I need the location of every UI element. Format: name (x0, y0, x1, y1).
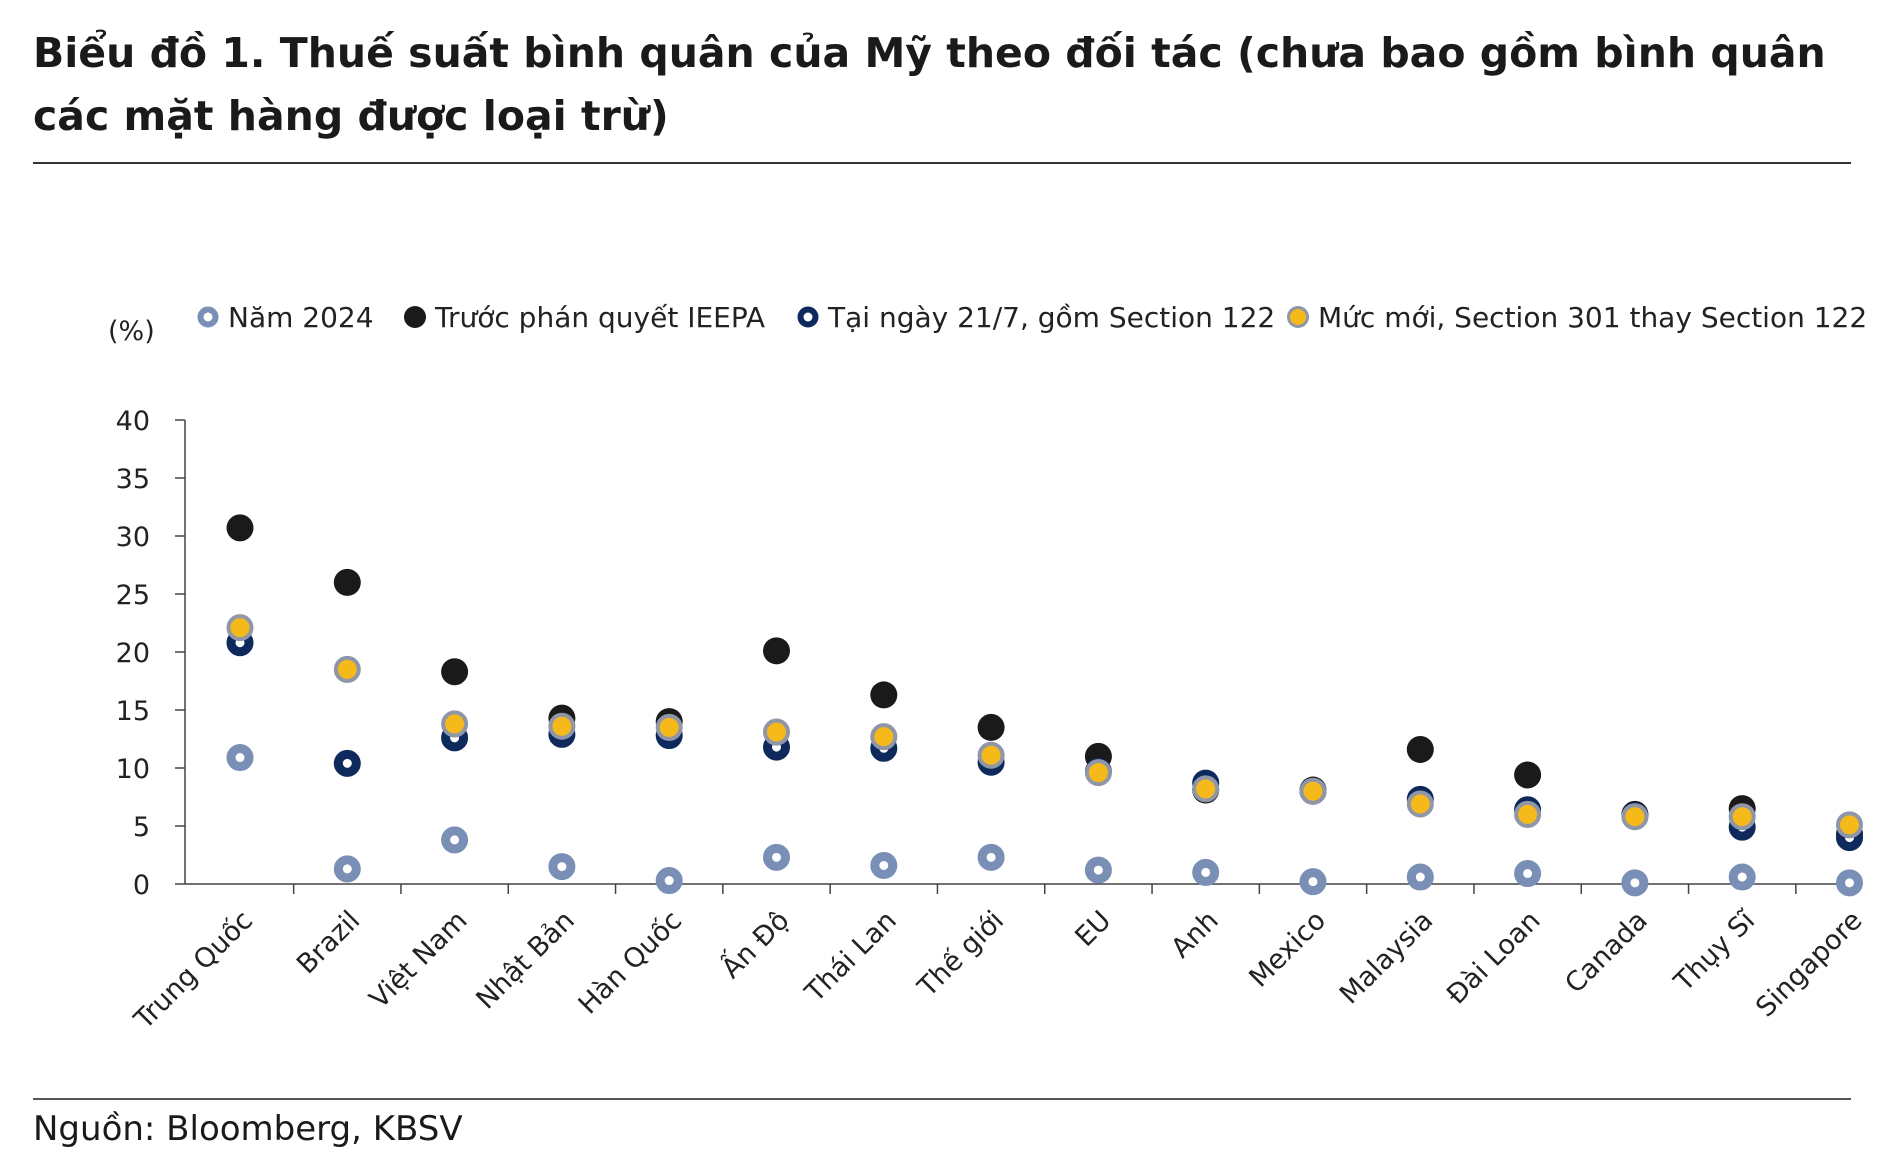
legend-marker (197, 306, 219, 328)
data-point (763, 718, 790, 746)
title-divider (33, 162, 1851, 164)
x-category-label: Canada (1559, 905, 1654, 1000)
data-point (1084, 856, 1112, 884)
data-point (655, 713, 683, 741)
data-point (441, 710, 469, 738)
data-point (333, 855, 361, 883)
data-point (655, 867, 683, 895)
data-point (1299, 777, 1327, 805)
legend-label: Năm 2024 (228, 301, 374, 334)
data-point (441, 658, 469, 686)
x-category-label: Brazil (291, 905, 366, 980)
series-2-points (226, 514, 1863, 848)
chart-title: Biểu đồ 1. Thuế suất bình quân của Mỹ th… (33, 29, 1826, 140)
data-point (1621, 869, 1649, 897)
legend-item: Trước phán quyết IEEPA (404, 301, 765, 334)
data-point (1299, 868, 1327, 896)
data-point (226, 744, 254, 772)
data-point (1514, 761, 1542, 789)
data-point (1406, 790, 1434, 818)
data-point (1084, 759, 1112, 787)
legend-item: Tại ngày 21/7, gồm Section 122 (797, 301, 1275, 334)
y-tick-label: 5 (133, 812, 150, 843)
x-category-label: Singapore (1750, 905, 1868, 1023)
x-category-label: Ấn Độ (713, 902, 795, 984)
data-point (1836, 869, 1863, 897)
data-point (870, 851, 898, 879)
legend-item: Mức mới, Section 301 thay Section 122 (1287, 301, 1867, 334)
x-category-label: Mexico (1243, 905, 1332, 994)
data-point (1192, 858, 1220, 886)
series-4-points (226, 614, 1863, 839)
y-axis-unit-label: (%) (108, 316, 155, 347)
y-tick-label: 20 (116, 638, 150, 669)
y-tick-label: 10 (116, 754, 150, 785)
legend-marker (404, 306, 426, 328)
legend-item: Năm 2024 (197, 301, 374, 334)
data-point (1514, 860, 1542, 888)
y-tick-label: 15 (116, 696, 150, 727)
data-point (1728, 803, 1756, 831)
series-3-points (226, 629, 1863, 852)
data-point (548, 853, 576, 881)
data-point (977, 713, 1005, 741)
scatter-chart: Năm 2024 Trước phán quyết IEEPA Tại ngày 2… (108, 301, 1868, 1036)
chart-legend: Năm 2024 Trước phán quyết IEEPA Tại ngày 2… (197, 301, 1867, 334)
x-category-label: Malaysia (1334, 905, 1439, 1010)
data-point (333, 655, 361, 683)
y-tick-label: 30 (116, 522, 150, 553)
y-tick-label: 0 (133, 870, 150, 901)
x-category-label: Nhật Bản (470, 905, 580, 1015)
data-point (333, 749, 361, 777)
legend-marker (797, 306, 819, 328)
source-divider (33, 1098, 1851, 1100)
data-point (441, 826, 469, 854)
x-category-label: Hàn Quốc (573, 905, 688, 1020)
legend-label: Tại ngày 21/7, gồm Section 122 (827, 301, 1275, 334)
x-category-label: Trung Quốc (128, 905, 259, 1036)
data-point (763, 637, 790, 665)
data-point (870, 681, 898, 709)
source-note: Nguồn: Bloomberg, KBSV (33, 1109, 463, 1149)
chart-points (226, 514, 1863, 897)
data-point (1514, 800, 1542, 828)
series-1-points (226, 744, 1863, 897)
data-point (977, 843, 1005, 871)
data-point (1406, 863, 1434, 891)
x-category-label: EU (1069, 905, 1117, 953)
legend-label: Trước phán quyết IEEPA (434, 301, 765, 334)
y-tick-label: 40 (116, 406, 150, 437)
x-category-label: Thế giới (911, 905, 1010, 1004)
x-category-label: Đài Loan (1441, 905, 1547, 1011)
x-category-label: Thái Lan (799, 905, 903, 1009)
data-point (226, 514, 254, 542)
data-point (1406, 735, 1434, 763)
data-point (1621, 803, 1649, 831)
x-category-label: Việt Nam (364, 905, 474, 1015)
x-category-label: Anh (1165, 905, 1224, 964)
data-point (763, 843, 790, 871)
y-tick-label: 25 (116, 580, 150, 611)
data-point (870, 723, 898, 751)
legend-label: Mức mới, Section 301 thay Section 122 (1318, 301, 1867, 334)
data-point (1192, 775, 1220, 803)
data-point (977, 741, 1005, 769)
data-point (1836, 811, 1863, 839)
data-point (1728, 863, 1756, 891)
data-point (226, 614, 254, 642)
x-category-label: Thụy Sĩ (1668, 904, 1762, 998)
data-point (548, 712, 576, 740)
data-point (333, 568, 361, 596)
y-tick-label: 35 (116, 464, 150, 495)
legend-marker (1287, 306, 1309, 328)
